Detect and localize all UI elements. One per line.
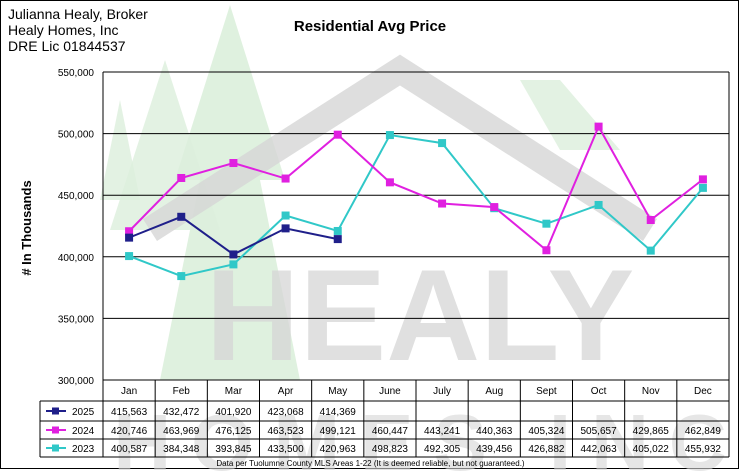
table-cell: 401,920 <box>215 407 252 418</box>
data-point-2023 <box>438 139 447 148</box>
data-point-2024 <box>698 175 707 184</box>
data-point-2023 <box>385 131 394 140</box>
table-cell: 433,500 <box>268 444 305 455</box>
x-tick-label: June <box>379 386 401 397</box>
x-tick-label: Mar <box>225 386 243 397</box>
y-axis-label: # In Thousands <box>19 180 34 275</box>
legend-label: 2024 <box>72 426 95 437</box>
table-cell: 414,369 <box>320 407 357 418</box>
chart-title: Residential Avg Price <box>293 18 447 35</box>
y-tick-label: 450,000 <box>58 191 95 202</box>
data-point-2023 <box>698 183 707 192</box>
table-cell: 460,447 <box>372 426 409 437</box>
series-line-2024 <box>128 124 704 252</box>
series-line-2023 <box>128 133 704 278</box>
data-point-2025 <box>333 235 342 244</box>
y-tick-label: 300,000 <box>58 376 95 387</box>
data-point-2023 <box>594 200 603 209</box>
y-tick-label: 400,000 <box>58 253 95 264</box>
table-cell: 440,363 <box>476 426 513 437</box>
data-point-2023 <box>125 252 134 261</box>
table-cell: 400,587 <box>111 444 148 455</box>
x-tick-label: July <box>433 386 451 397</box>
x-tick-label: Oct <box>591 386 607 397</box>
table-cell: 462,849 <box>685 426 722 437</box>
x-tick-label: Jan <box>121 386 137 397</box>
table-cell: 420,746 <box>111 426 148 437</box>
legend-label: 2025 <box>72 407 95 418</box>
axes: 300,000 350,000 400,000 450,000 500,000 550,0… <box>58 68 730 387</box>
x-tick-label: Feb <box>173 386 191 397</box>
data-point-2024 <box>542 246 551 255</box>
data-point-2024 <box>594 122 603 131</box>
x-tick-label: Aug <box>485 386 503 397</box>
y-tick-label: 500,000 <box>58 130 95 141</box>
x-tick-label: Nov <box>642 386 660 397</box>
watermark-text: HEALY <box>206 242 635 388</box>
table-cell: 499,121 <box>320 426 357 437</box>
data-point-2024 <box>229 159 238 168</box>
watermark-roof-icon <box>142 54 658 241</box>
table-cell: 429,865 <box>633 426 670 437</box>
data-point-2024 <box>646 216 655 225</box>
x-tick-label: Apr <box>278 386 294 397</box>
data-point-2025 <box>125 233 134 242</box>
table-cell: 420,963 <box>320 444 357 455</box>
data-point-2023 <box>281 211 290 220</box>
table-cell: 442,063 <box>581 444 618 455</box>
data-point-2024 <box>490 203 499 212</box>
table-cell: 384,348 <box>163 444 200 455</box>
table-cell: 498,823 <box>372 444 409 455</box>
data-point-2024 <box>281 174 290 183</box>
table-cell: 443,241 <box>424 426 461 437</box>
x-tick-label: Sept <box>536 386 557 397</box>
series-lines <box>125 122 707 281</box>
table-cell: 426,882 <box>528 444 565 455</box>
company-name: Healy Homes, Inc <box>8 22 119 38</box>
broker-info: Julianna Healy, Broker Healy Homes, Inc … <box>8 6 148 54</box>
legend-marker-2023 <box>52 444 59 452</box>
table-cell: 463,523 <box>268 426 305 437</box>
data-point-2024 <box>177 173 186 182</box>
data-point-2025 <box>281 224 290 233</box>
watermark-tree-icon <box>520 80 620 150</box>
table-cell: 423,068 <box>268 407 305 418</box>
data-point-2023 <box>229 260 238 269</box>
table-cell: 463,969 <box>163 426 200 437</box>
table-cell: 393,845 <box>215 444 252 455</box>
table-cell: 505,657 <box>581 426 618 437</box>
data-point-2024 <box>333 130 342 139</box>
table-cell: 476,125 <box>215 426 252 437</box>
y-tick-label: 350,000 <box>58 314 95 325</box>
x-tick-label: Dec <box>694 386 712 397</box>
legend-marker-2025 <box>52 407 59 415</box>
data-table: Jan Feb Mar Apr May June July Aug Sept Oct Nov Dec 2… <box>39 380 730 458</box>
data-point-2025 <box>177 212 186 221</box>
data-point-2024 <box>125 227 134 236</box>
data-point-2023 <box>542 219 551 228</box>
data-point-2024 <box>438 199 447 208</box>
table-cell: 455,932 <box>685 444 722 455</box>
data-point-2023 <box>646 246 655 255</box>
watermark-tree-icon <box>100 100 140 200</box>
x-tick-label: May <box>328 386 347 397</box>
broker-name: Julianna Healy, Broker <box>8 6 148 22</box>
footnote: Data per Tuolumne County MLS Areas 1-22 … <box>216 459 525 468</box>
table-cell: 405,022 <box>633 444 670 455</box>
legend-label: 2023 <box>72 444 95 455</box>
data-point-2023 <box>177 272 186 281</box>
data-point-2023 <box>333 226 342 235</box>
table-cell: 415,563 <box>111 407 148 418</box>
y-tick-label: 550,000 <box>58 68 95 79</box>
license-number: DRE Lic 01844537 <box>8 38 126 54</box>
data-point-2024 <box>385 178 394 187</box>
table-cell: 439,456 <box>476 444 513 455</box>
table-cell: 432,472 <box>163 407 200 418</box>
table-cell: 492,305 <box>424 444 461 455</box>
table-cell: 405,324 <box>528 426 565 437</box>
legend-marker-2024 <box>52 426 59 434</box>
data-point-2025 <box>229 250 238 259</box>
